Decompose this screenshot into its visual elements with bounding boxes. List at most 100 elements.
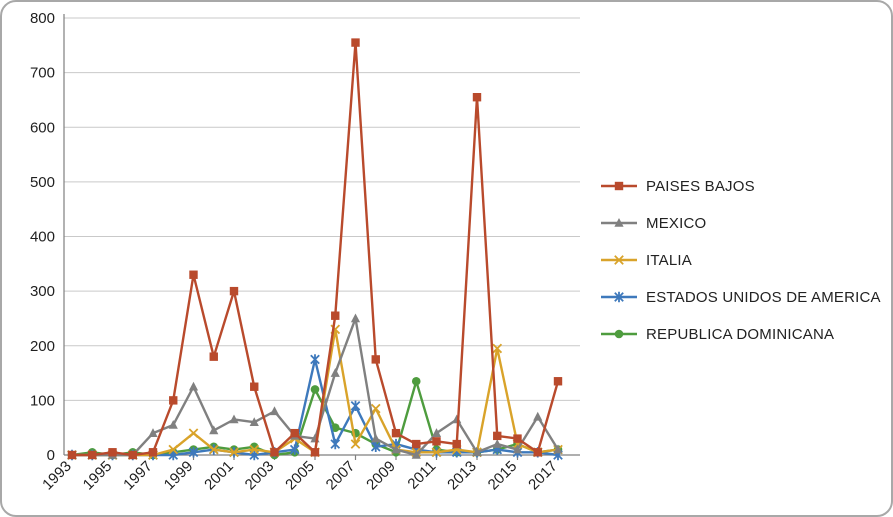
marker-x <box>492 343 503 354</box>
x-axis-label: 2011 <box>404 458 439 493</box>
marker-x <box>370 403 381 414</box>
marker-triangle <box>229 414 239 424</box>
legend-label: ESTADOS UNIDOS DE AMERICA <box>646 288 881 306</box>
legend-marker-icon <box>601 329 637 339</box>
marker-circle <box>310 385 320 394</box>
marker-triangle <box>371 433 381 443</box>
legend-marker-icon <box>601 181 637 191</box>
x-axis-label: 2009 <box>363 458 399 494</box>
legend-marker-icon <box>601 218 637 227</box>
marker-square <box>452 439 461 449</box>
legend-item: REPUBLICA DOMINICANA <box>600 323 881 345</box>
y-axis-label: 0 <box>47 447 55 464</box>
marker-square <box>209 352 218 361</box>
marker-star <box>614 291 624 303</box>
legend-item: PAISES BAJOS <box>600 175 881 197</box>
marker-star <box>350 400 361 412</box>
marker-triangle <box>411 450 421 459</box>
marker-triangle <box>249 417 259 427</box>
marker-square <box>412 439 421 449</box>
marker-square <box>371 355 380 364</box>
marker-square <box>88 450 97 460</box>
marker-square <box>331 311 340 320</box>
marker-square <box>67 450 77 460</box>
marker-circle <box>411 376 421 386</box>
marker-square <box>493 431 502 441</box>
marker-x <box>168 444 179 455</box>
marker-square <box>432 437 441 446</box>
marker-square <box>229 286 239 296</box>
legend-marker-icon <box>601 291 637 303</box>
marker-square <box>310 448 320 457</box>
marker-triangle <box>512 444 523 454</box>
marker-triangle <box>391 444 401 454</box>
marker-x <box>188 428 199 438</box>
x-axis-label: 1993 <box>39 458 75 494</box>
marker-x <box>431 447 442 458</box>
marker-x <box>229 447 239 458</box>
legend-item: ITALIA <box>600 249 881 271</box>
y-axis-label: 700 <box>30 65 55 82</box>
y-axis-label: 600 <box>30 119 55 136</box>
marker-triangle <box>492 439 502 448</box>
y-axis-label: 500 <box>30 174 55 191</box>
legend-marker-icon <box>601 255 637 265</box>
series-paises-bajos <box>67 38 563 460</box>
x-axis-label: 1999 <box>161 458 197 494</box>
legend-label: MEXICO <box>646 214 707 232</box>
marker-circle <box>614 329 624 339</box>
marker-triangle <box>431 428 442 437</box>
marker-square <box>553 377 563 386</box>
marker-star <box>310 354 320 365</box>
y-axis-label: 300 <box>30 283 55 300</box>
marker-triangle <box>148 428 158 437</box>
legend-label: ITALIA <box>646 251 692 269</box>
y-axis-label: 400 <box>30 229 55 246</box>
marker-triangle <box>553 444 563 454</box>
marker-square <box>250 382 259 391</box>
marker-square <box>169 396 178 405</box>
y-axis-label: 100 <box>30 392 55 409</box>
legend-label: PAISES BAJOS <box>646 177 755 195</box>
marker-square <box>472 93 482 102</box>
x-axis-label: 2013 <box>444 458 480 494</box>
legend-label: REPUBLICA DOMINICANA <box>646 325 835 343</box>
marker-x <box>249 444 260 455</box>
marker-triangle <box>168 419 178 429</box>
marker-square <box>290 428 299 438</box>
marker-circle <box>330 423 340 432</box>
marker-square <box>513 434 522 443</box>
marker-square <box>108 448 117 457</box>
marker-square <box>533 448 542 457</box>
marker-square <box>351 38 360 47</box>
y-axis-label: 800 <box>30 10 55 27</box>
marker-triangle <box>614 218 624 227</box>
marker-star <box>330 438 341 450</box>
marker-x <box>614 255 624 265</box>
y-axis-label: 200 <box>30 338 55 355</box>
legend-item: MEXICO <box>600 212 881 234</box>
x-axis-label: 2001 <box>201 458 237 494</box>
x-axis-label: 1997 <box>120 458 156 494</box>
marker-square <box>189 270 198 279</box>
x-axis-label: 2007 <box>323 458 359 494</box>
marker-triangle <box>188 381 199 391</box>
marker-x <box>208 444 219 455</box>
marker-triangle <box>330 368 340 377</box>
x-axis-label: 1995 <box>80 458 116 494</box>
marker-star <box>188 447 199 458</box>
legend-item: ESTADOS UNIDOS DE AMERICA <box>600 286 881 308</box>
x-axis-label: 2005 <box>282 458 318 494</box>
marker-triangle <box>533 411 543 421</box>
chart-legend: PAISES BAJOS MEXICO ITALIA ESTADOS UNIDOS D… <box>600 175 881 345</box>
marker-square <box>391 428 401 438</box>
marker-triangle <box>269 406 280 416</box>
x-axis-label: 2017 <box>525 458 561 494</box>
marker-star <box>289 444 300 455</box>
x-axis-label: 2003 <box>242 458 278 494</box>
marker-x <box>350 439 361 449</box>
x-axis-label: 2015 <box>485 458 521 494</box>
marker-triangle <box>350 313 361 323</box>
